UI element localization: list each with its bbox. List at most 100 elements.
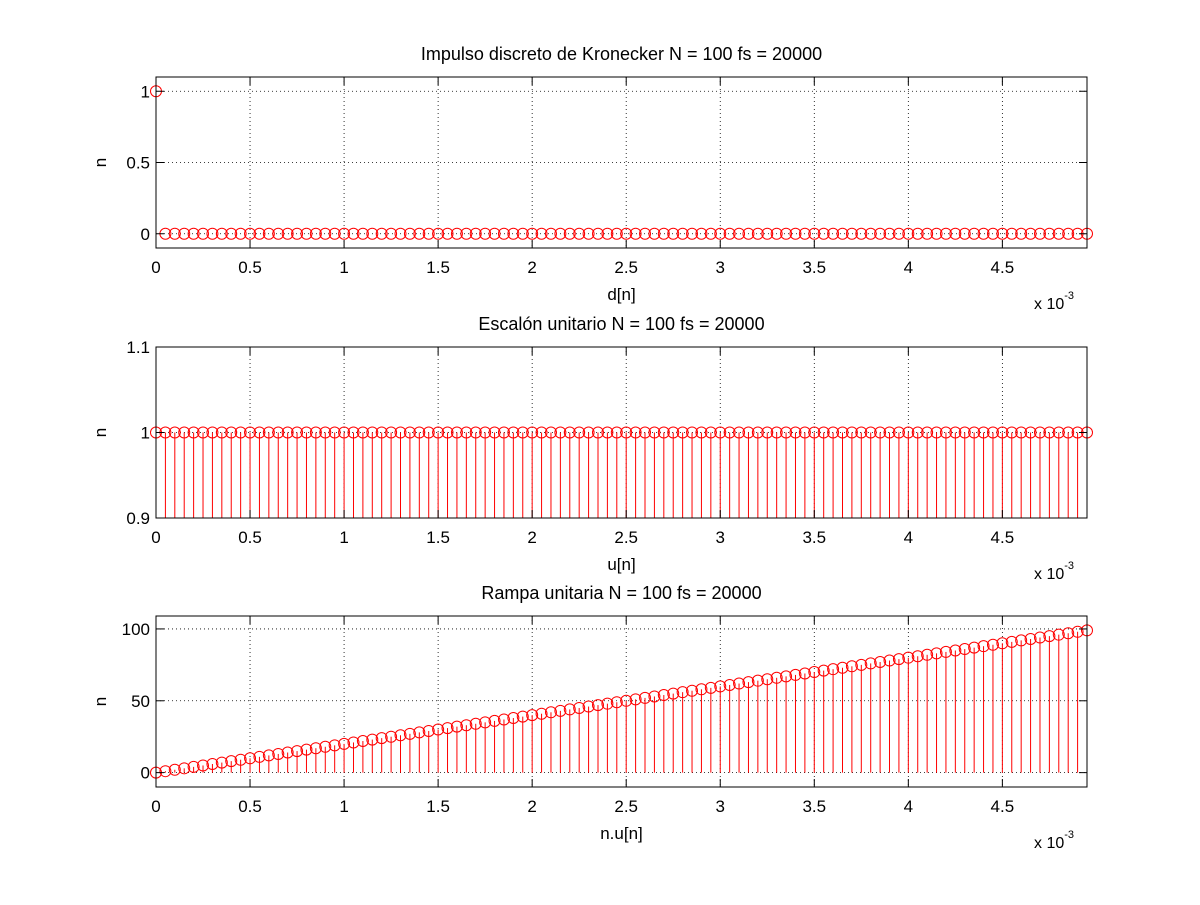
- stem-marker: [262, 227, 275, 240]
- stem-marker: [808, 666, 821, 679]
- stem-marker: [394, 227, 407, 240]
- stem-marker: [874, 426, 887, 439]
- stem-marker: [469, 426, 482, 439]
- stem-marker: [845, 426, 858, 439]
- subplot-1: 0 0.5 1 1.5 2 2.5 3 3.5 4 4.5 0 0.5 1 Impulso discret…: [91, 44, 1093, 313]
- stem-marker: [300, 227, 313, 240]
- stem-marker: [178, 227, 191, 240]
- stem-marker: [1015, 227, 1028, 240]
- x-exponent-base: x 10: [1034, 566, 1064, 583]
- stem-marker: [714, 680, 727, 693]
- stem-marker: [225, 755, 238, 768]
- stem-marker: [610, 696, 623, 709]
- stem-marker: [620, 426, 633, 439]
- stem-marker: [629, 693, 642, 706]
- stem-marker: [921, 648, 934, 661]
- stem-marker: [497, 227, 510, 240]
- stem-marker: [187, 426, 200, 439]
- x-tick-label: 0.5: [238, 258, 262, 277]
- stem-marker: [676, 426, 689, 439]
- stem-marker: [526, 426, 539, 439]
- x-exponent-power: -3: [1064, 290, 1074, 302]
- stem-marker: [714, 426, 727, 439]
- stem-marker: [272, 227, 285, 240]
- stem-marker: [291, 426, 304, 439]
- stem-marker: [620, 227, 633, 240]
- stem-marker: [845, 227, 858, 240]
- stem-marker: [309, 426, 322, 439]
- stem-marker: [206, 227, 219, 240]
- stem-marker: [422, 426, 435, 439]
- x-tick-label: 1.5: [426, 258, 450, 277]
- x-tick-label: 2.5: [614, 258, 638, 277]
- stem-marker: [798, 426, 811, 439]
- stem-marker: [215, 426, 228, 439]
- stem-marker: [422, 724, 435, 737]
- stem-marker: [1033, 631, 1046, 644]
- stem-marker: [808, 227, 821, 240]
- stem-marker: [168, 227, 181, 240]
- x-axis-label: d[n]: [607, 285, 635, 304]
- stem-marker: [309, 227, 322, 240]
- stem-marker: [610, 227, 623, 240]
- y-axis-label: n: [91, 697, 110, 706]
- x-exponent-base: x 10: [1034, 296, 1064, 313]
- stem-marker: [601, 426, 614, 439]
- stem-marker: [356, 426, 369, 439]
- x-tick-label: 1: [339, 258, 348, 277]
- stem-marker: [554, 227, 567, 240]
- stem-marker: [356, 735, 369, 748]
- stem-marker: [977, 227, 990, 240]
- stem-marker: [874, 227, 887, 240]
- stem-marker: [827, 426, 840, 439]
- stem-marker: [780, 670, 793, 683]
- stem-marker: [197, 759, 210, 772]
- stem-marker: [385, 426, 398, 439]
- stem-marker: [591, 227, 604, 240]
- stem-marker: [968, 227, 981, 240]
- stem-marker: [836, 661, 849, 674]
- stem-marker: [460, 719, 473, 732]
- stem-marker: [582, 700, 595, 713]
- stem-marker: [432, 227, 445, 240]
- stem-marker: [855, 227, 868, 240]
- stem-marker: [676, 686, 689, 699]
- stem-marker: [958, 426, 971, 439]
- stem-marker: [488, 426, 501, 439]
- stem-marker: [413, 726, 426, 739]
- stem-marker: [215, 756, 228, 769]
- stem-marker: [1005, 227, 1018, 240]
- stem-marker: [817, 227, 830, 240]
- x-tick-label: 0: [151, 528, 160, 547]
- stem-marker: [403, 727, 416, 740]
- stem-marker: [244, 227, 257, 240]
- stem-marker: [949, 644, 962, 657]
- stem-marker: [488, 714, 501, 727]
- stem-marker: [563, 227, 576, 240]
- stem-marker: [168, 763, 181, 776]
- stem-marker: [225, 426, 238, 439]
- x-exponent-power: -3: [1064, 829, 1074, 841]
- stem-marker: [441, 722, 454, 735]
- stem-marker: [281, 426, 294, 439]
- stem-marker: [206, 758, 219, 771]
- stem-marker: [554, 704, 567, 717]
- stem-marker: [723, 678, 736, 691]
- stem-marker: [686, 684, 699, 697]
- stem-marker: [178, 426, 191, 439]
- stem-marker: [761, 673, 774, 686]
- stem-marker: [1052, 628, 1065, 641]
- stem-marker: [272, 426, 285, 439]
- stem-marker: [629, 426, 642, 439]
- stem-marker: [1015, 426, 1028, 439]
- stem-marker: [986, 426, 999, 439]
- stem-marker: [892, 653, 905, 666]
- stem-marker: [469, 227, 482, 240]
- stem-marker: [911, 426, 924, 439]
- stem-marker: [215, 227, 228, 240]
- stem-marker: [403, 426, 416, 439]
- y-tick-label: 1.1: [126, 338, 150, 357]
- stem-marker: [544, 227, 557, 240]
- stem-marker: [883, 227, 896, 240]
- stem-marker: [309, 742, 322, 755]
